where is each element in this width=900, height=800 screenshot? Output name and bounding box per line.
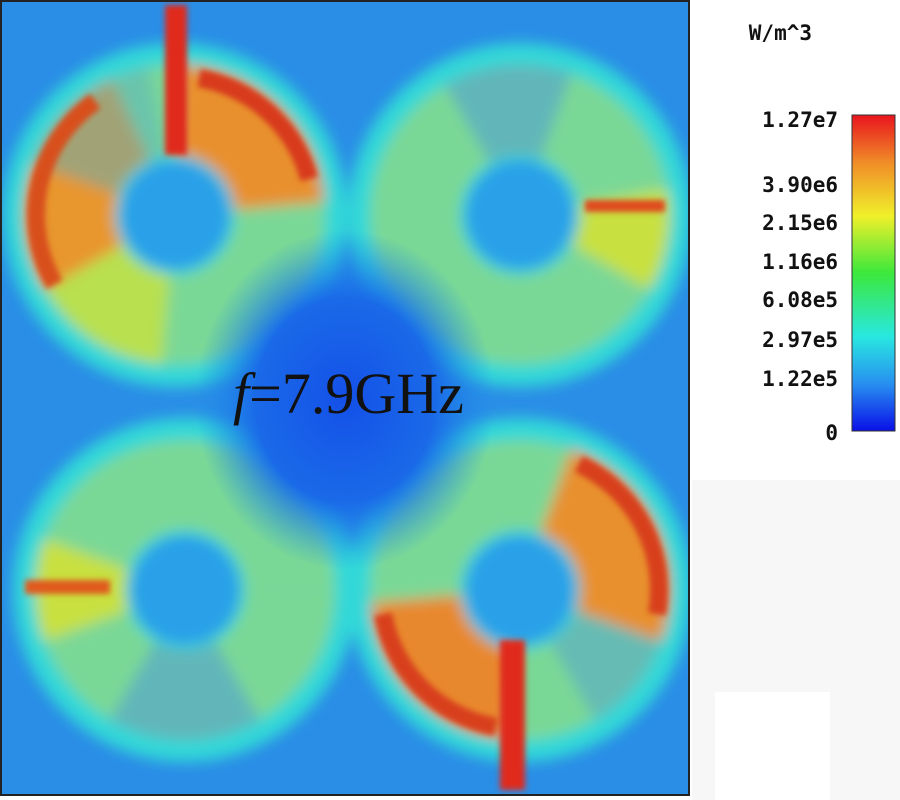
- blank-box: [715, 692, 830, 800]
- disc-hole: [465, 535, 575, 645]
- colorbar: [851, 114, 896, 432]
- hot-edge: [26, 93, 101, 289]
- legend-tick: 6.08e5: [762, 288, 838, 312]
- cool-sector: [445, 64, 572, 164]
- warm-sector: [45, 245, 170, 365]
- legend-tick: 1.16e6: [762, 250, 838, 274]
- legend-tick: 2.15e6: [762, 211, 838, 235]
- disc-hole: [130, 535, 240, 645]
- hot-spots: [25, 5, 668, 790]
- disc-hole: [465, 160, 575, 270]
- field-map: [2, 2, 688, 794]
- cool-sector: [34, 67, 165, 195]
- legend-tick: 1.27e7: [762, 108, 838, 132]
- hot-strip: [585, 200, 665, 212]
- legend-tick: 0: [825, 421, 838, 445]
- warm-sector: [571, 188, 670, 290]
- hot-strip: [165, 5, 187, 155]
- hot-edge: [574, 455, 668, 616]
- cool-sector: [550, 610, 661, 720]
- legend-tick: 1.22e5: [762, 367, 838, 391]
- frequency-value: =7.9GHz: [249, 361, 464, 426]
- hot-sector: [177, 65, 325, 210]
- annotation: f=7.9GHz: [233, 361, 464, 426]
- plot-border: [0, 0, 690, 796]
- hot-strip: [500, 640, 525, 790]
- hot-edge: [197, 69, 318, 182]
- legend-tick: 3.90e6: [762, 173, 838, 197]
- low-field-center: [195, 230, 495, 570]
- hot-sector: [370, 595, 515, 740]
- disc-hole: [120, 160, 230, 270]
- hot-edge: [374, 612, 498, 736]
- field-regions: [3, 43, 688, 762]
- legend-unit: W/m^3: [749, 21, 812, 45]
- hot-sector: [540, 449, 671, 642]
- cool-sector: [110, 641, 260, 740]
- hot-strip: [25, 580, 110, 594]
- legend-tick: 2.97e5: [762, 328, 838, 352]
